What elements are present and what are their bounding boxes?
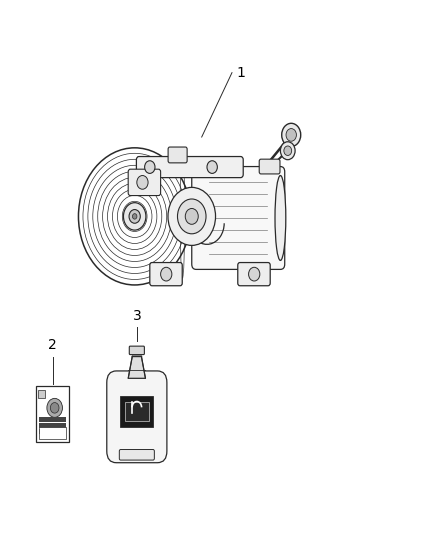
Circle shape: [286, 128, 297, 141]
Circle shape: [185, 208, 198, 224]
FancyBboxPatch shape: [120, 397, 153, 427]
FancyBboxPatch shape: [168, 147, 187, 163]
Circle shape: [177, 199, 206, 234]
Ellipse shape: [275, 175, 286, 261]
Circle shape: [145, 161, 155, 173]
FancyBboxPatch shape: [259, 159, 280, 174]
FancyBboxPatch shape: [136, 157, 243, 177]
FancyBboxPatch shape: [128, 169, 161, 196]
Circle shape: [129, 209, 140, 223]
Circle shape: [50, 402, 59, 413]
FancyBboxPatch shape: [192, 166, 285, 269]
Circle shape: [124, 203, 146, 230]
Circle shape: [132, 214, 137, 219]
Circle shape: [280, 142, 295, 160]
Text: 1: 1: [236, 66, 245, 79]
FancyBboxPatch shape: [129, 346, 145, 354]
Polygon shape: [128, 356, 145, 378]
FancyBboxPatch shape: [150, 263, 182, 286]
Circle shape: [168, 188, 215, 245]
Text: 2: 2: [48, 338, 57, 352]
Circle shape: [137, 175, 148, 189]
FancyBboxPatch shape: [107, 371, 167, 463]
FancyBboxPatch shape: [39, 417, 66, 422]
Circle shape: [249, 267, 260, 281]
FancyBboxPatch shape: [38, 390, 45, 398]
FancyBboxPatch shape: [119, 449, 154, 460]
Text: 3: 3: [132, 310, 141, 324]
FancyBboxPatch shape: [39, 430, 54, 434]
FancyBboxPatch shape: [238, 263, 270, 286]
Circle shape: [161, 267, 172, 281]
FancyBboxPatch shape: [39, 423, 66, 428]
Circle shape: [47, 398, 63, 417]
FancyBboxPatch shape: [39, 427, 66, 439]
Circle shape: [284, 146, 292, 156]
Circle shape: [207, 161, 217, 173]
Circle shape: [282, 123, 301, 147]
FancyBboxPatch shape: [36, 386, 69, 442]
FancyBboxPatch shape: [125, 402, 149, 422]
